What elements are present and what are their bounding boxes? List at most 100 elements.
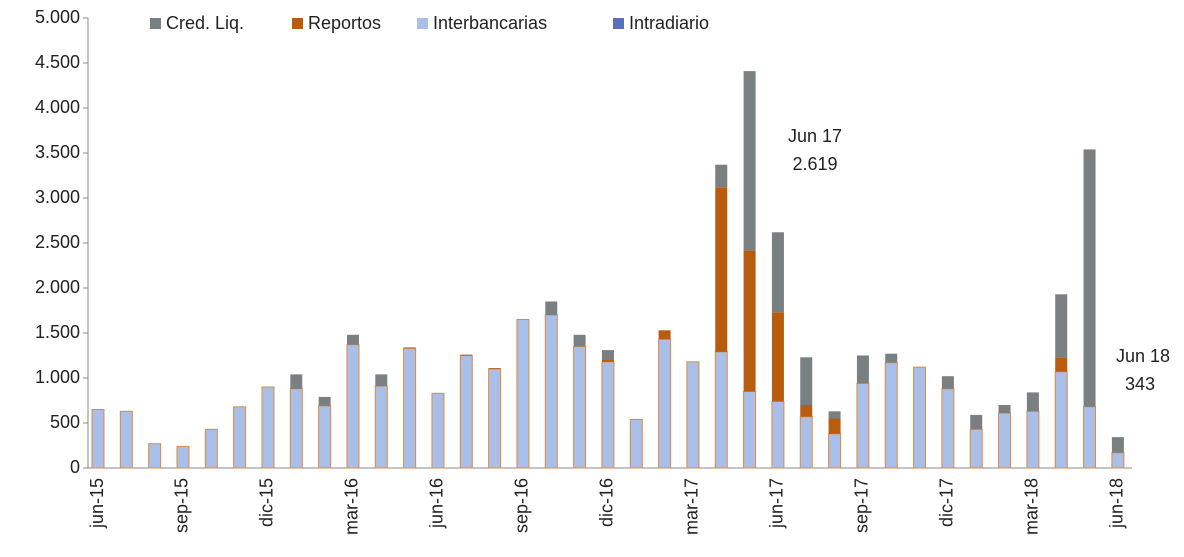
legend-label: Reportos xyxy=(308,13,381,33)
x-tick-label: jun-16 xyxy=(427,478,447,529)
bar-segment xyxy=(459,355,473,469)
bar-segment xyxy=(714,351,728,469)
bar-segment xyxy=(573,346,587,469)
bar-segment xyxy=(318,396,331,406)
bar-segment xyxy=(488,368,501,369)
bar-segment xyxy=(658,330,671,340)
bar-segment xyxy=(545,301,558,315)
bar-segment xyxy=(828,411,841,419)
bar-segment xyxy=(856,355,869,384)
bar-segment xyxy=(601,350,614,360)
bar-segment xyxy=(403,347,417,469)
bar-segment xyxy=(289,388,303,469)
bar-segment xyxy=(885,353,898,363)
bar-segment xyxy=(800,405,813,417)
bar-segment xyxy=(715,187,728,352)
bar-segment xyxy=(941,376,954,389)
bar-segment xyxy=(658,338,672,469)
bar-segment xyxy=(460,354,473,356)
bar-segment xyxy=(1083,406,1097,469)
bar-segment xyxy=(884,362,898,469)
x-tick-label: dic-16 xyxy=(597,478,617,527)
x-tick-label: jun-17 xyxy=(767,478,787,529)
bar-segment xyxy=(715,164,728,188)
bar-segment xyxy=(261,386,275,469)
x-tick-label: mar-16 xyxy=(342,478,362,535)
x-tick-label: sep-16 xyxy=(512,478,532,533)
y-tick-label: 3.500 xyxy=(35,142,80,162)
bar-segment xyxy=(1083,149,1096,407)
bar-segment xyxy=(1111,452,1125,469)
bar-segment xyxy=(743,391,757,469)
bar-segment xyxy=(1111,437,1124,453)
bar-segment xyxy=(601,361,615,469)
bar-segment xyxy=(1055,357,1068,372)
bar-segment xyxy=(1054,371,1068,469)
bar-segment xyxy=(176,445,190,469)
bar-segment xyxy=(799,416,813,469)
bar-segment xyxy=(969,428,983,469)
x-tick-label: sep-15 xyxy=(172,478,192,533)
bar-segment xyxy=(119,410,133,469)
annotation: Jun 18 xyxy=(1116,346,1170,366)
bar-segment xyxy=(771,232,784,313)
annotation: 2.619 xyxy=(792,154,837,174)
y-tick-label: 2.500 xyxy=(35,232,80,252)
legend-label: Intradiario xyxy=(629,13,709,33)
legend-swatch xyxy=(417,18,428,29)
bar-segment xyxy=(516,319,530,469)
x-tick-label: dic-17 xyxy=(937,478,957,527)
bar-segment xyxy=(998,405,1011,414)
y-tick-label: 500 xyxy=(50,412,80,432)
bar-segment xyxy=(601,360,614,362)
x-tick-label: mar-18 xyxy=(1022,478,1042,535)
bar-segment xyxy=(998,412,1012,469)
bar-segment xyxy=(374,385,388,469)
bar-segment xyxy=(771,312,784,402)
x-tick-label: dic-15 xyxy=(257,478,277,527)
bar-segment xyxy=(346,344,360,469)
bar-segment xyxy=(1055,294,1068,358)
bar-segment xyxy=(204,428,218,469)
bar-segment xyxy=(375,374,388,387)
bar-segment xyxy=(431,392,445,469)
legend-label: Interbancarias xyxy=(433,13,547,33)
annotation: 343 xyxy=(1125,374,1155,394)
legend-swatch xyxy=(292,18,303,29)
x-tick-label: jun-15 xyxy=(87,478,107,529)
legend-label: Cred. Liq. xyxy=(166,13,244,33)
bar-segment xyxy=(233,406,247,469)
bar-segment xyxy=(290,374,303,389)
bar-segment xyxy=(488,368,502,469)
bar-segment xyxy=(941,388,955,469)
bar-segment xyxy=(573,334,586,347)
x-tick-label: sep-17 xyxy=(852,478,872,533)
bar-segment xyxy=(544,314,558,469)
bar-segment xyxy=(1026,392,1039,412)
x-tick-label: mar-17 xyxy=(682,478,702,535)
bar-segment xyxy=(913,366,927,469)
y-tick-label: 4.000 xyxy=(35,97,80,117)
y-tick-label: 2.000 xyxy=(35,277,80,297)
bar-segment xyxy=(629,418,643,469)
bar-segment xyxy=(743,250,756,392)
bar-segment xyxy=(743,71,756,251)
annotation: Jun 17 xyxy=(788,126,842,146)
bar-segment xyxy=(148,443,162,469)
bar-segment xyxy=(828,433,842,469)
legend-swatch xyxy=(150,18,161,29)
y-tick-label: 5.000 xyxy=(35,7,80,27)
y-tick-label: 1.500 xyxy=(35,322,80,342)
x-tick-label: jun-18 xyxy=(1107,478,1127,529)
bar-segment xyxy=(828,418,841,434)
bar-segment xyxy=(318,405,332,469)
bar-segment xyxy=(686,361,700,469)
bar-segment xyxy=(91,409,105,469)
bar-segment xyxy=(346,334,359,345)
bar-segment xyxy=(771,400,785,469)
bar-segment xyxy=(970,414,983,430)
bar-segment xyxy=(800,357,813,405)
y-tick-label: 0 xyxy=(70,457,80,477)
bar-segment xyxy=(1026,410,1040,469)
